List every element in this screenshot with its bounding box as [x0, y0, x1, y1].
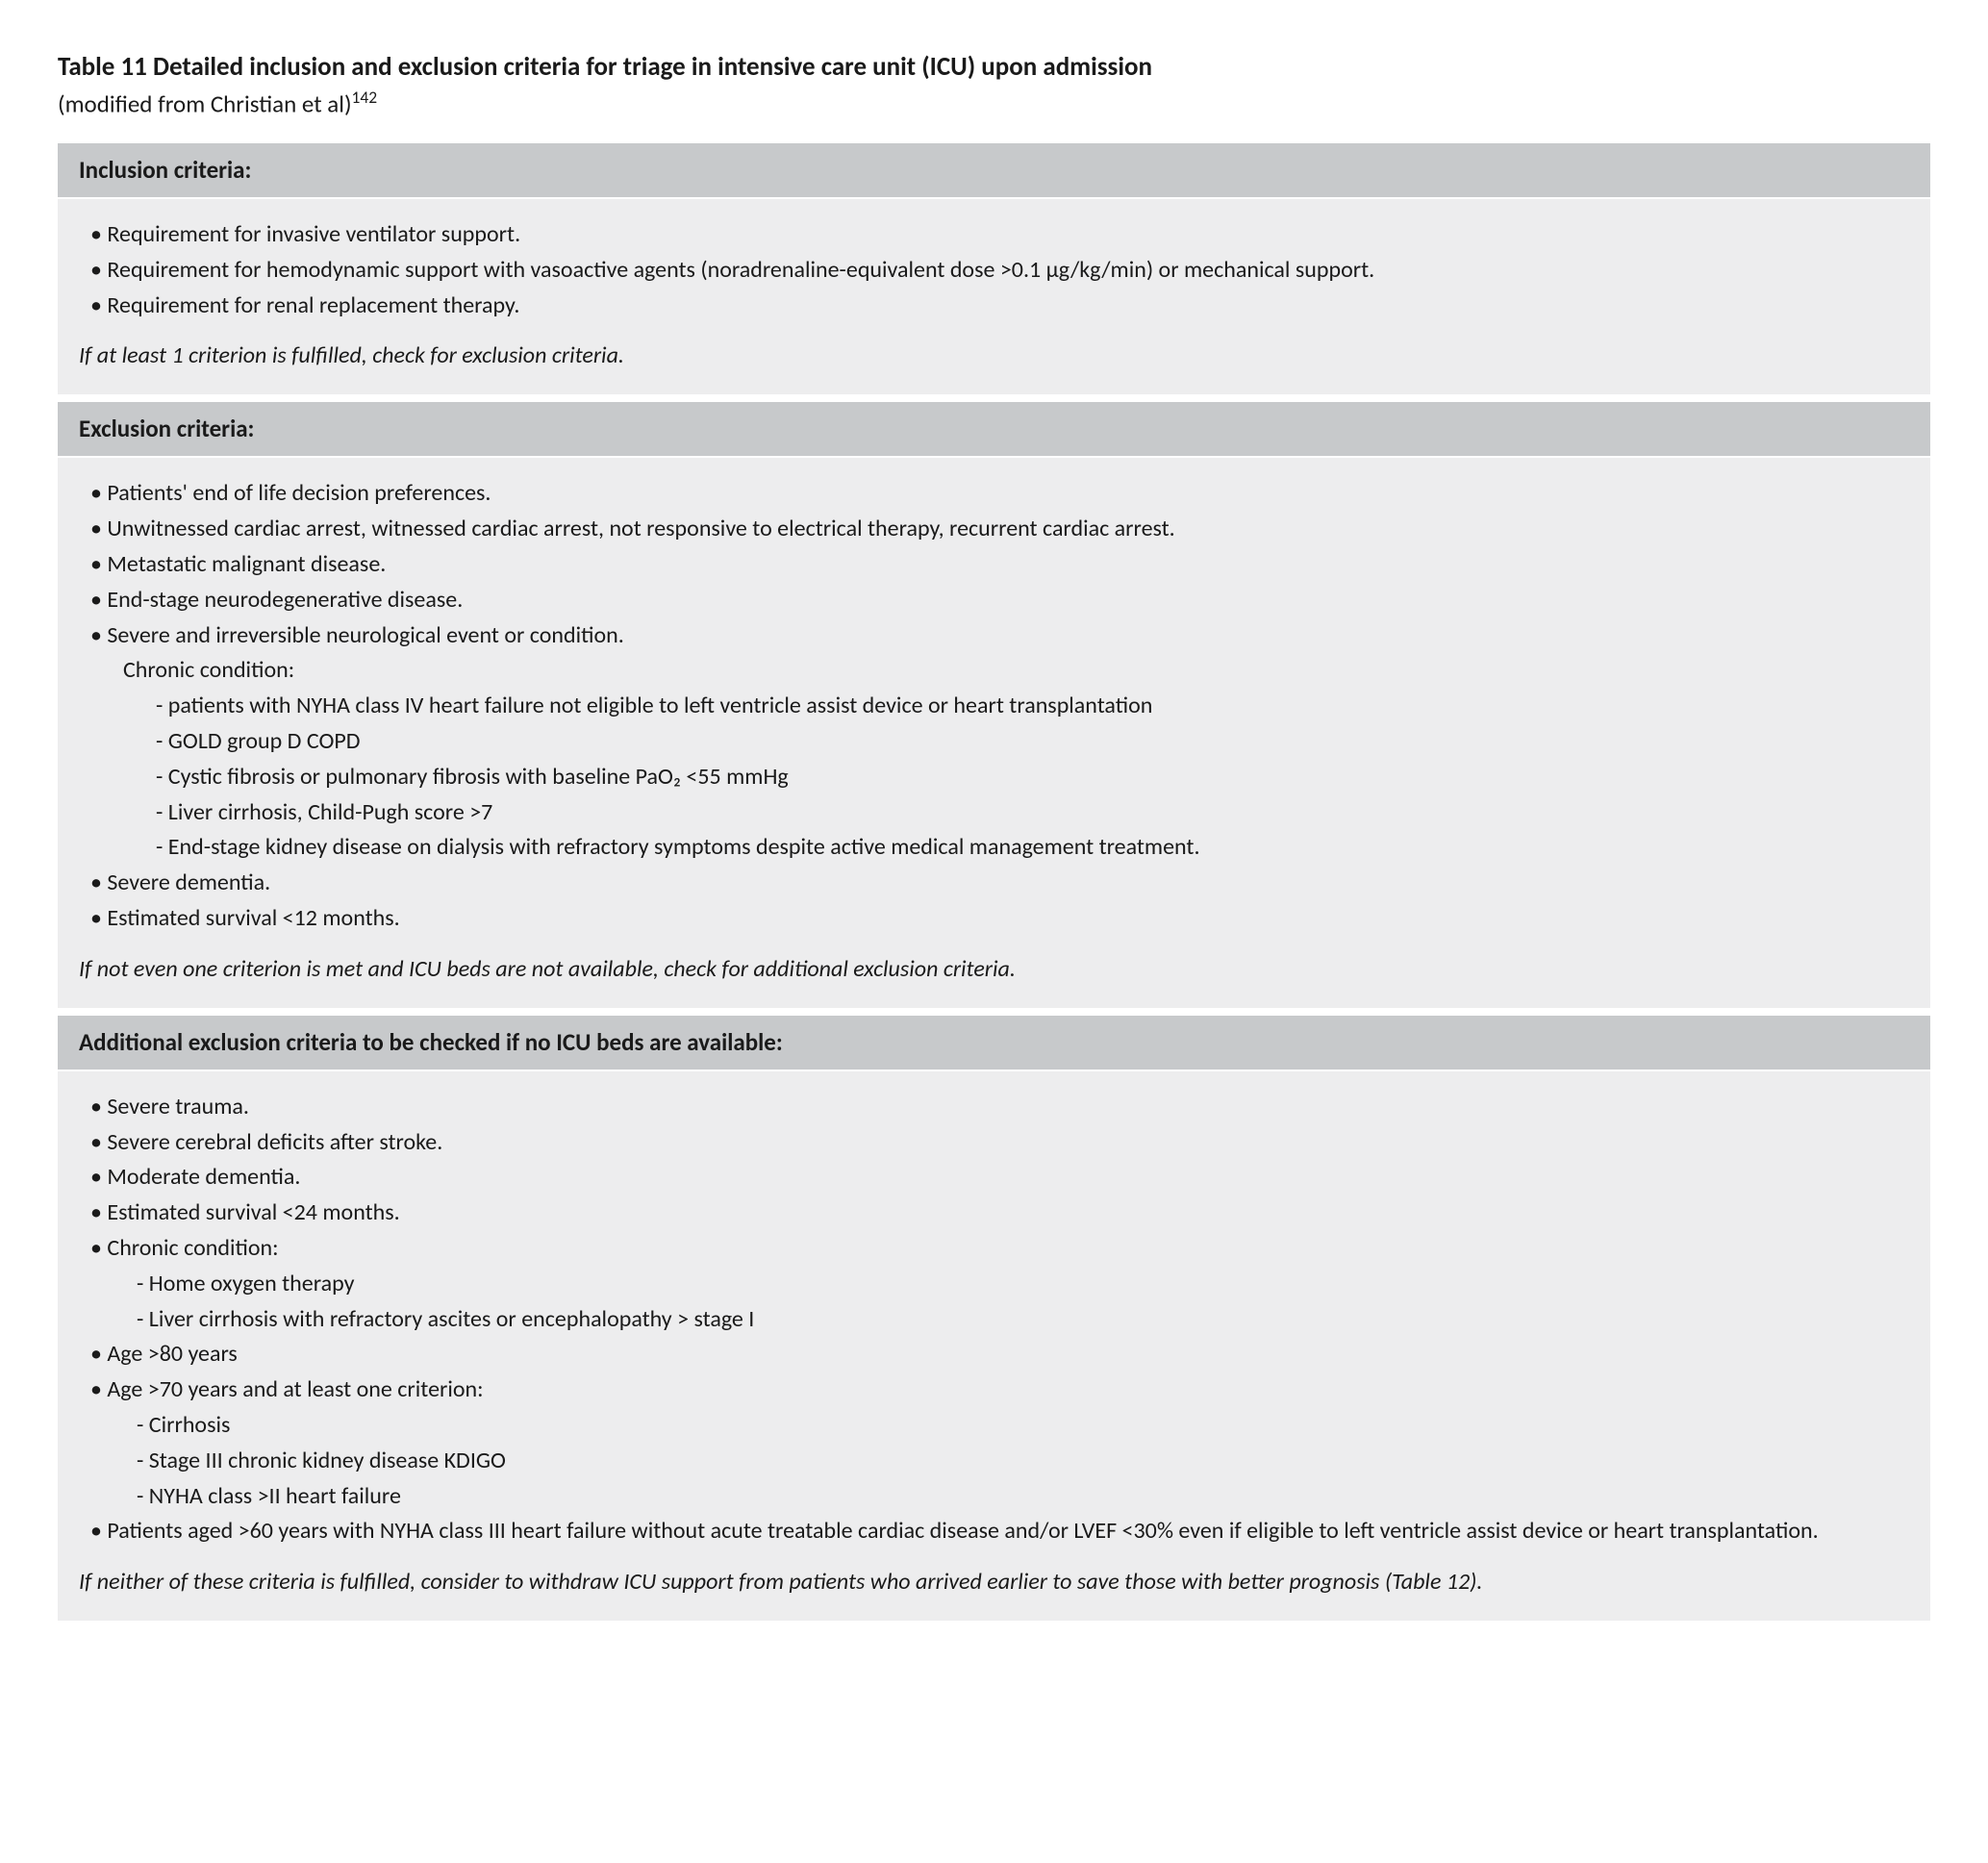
list-item: Home oxygen therapy	[137, 1268, 1909, 1301]
list-item: GOLD group D COPD	[156, 725, 1909, 759]
age70-sublist: Cirrhosis Stage III chronic kidney disea…	[79, 1409, 1909, 1513]
list-item: Age >70 years and at least one criterion…	[90, 1373, 1909, 1407]
list-item: Severe dementia.	[90, 867, 1909, 900]
list-item: Metastatic malignant disease.	[90, 548, 1909, 582]
subtitle-text: (modified from Christian et al)	[58, 88, 352, 118]
chronic-condition-intro: Chronic condition:	[79, 654, 1909, 688]
section-body-exclusion: Patients' end of life decision preferenc…	[58, 458, 1930, 1011]
list-item: Unwitnessed cardiac arrest, witnessed ca…	[90, 513, 1909, 546]
list-item: Patients aged >60 years with NYHA class …	[90, 1515, 1909, 1548]
additional-bullets-3: Patients aged >60 years with NYHA class …	[79, 1515, 1909, 1548]
list-item: Cystic fibrosis or pulmonary fibrosis wi…	[156, 761, 1909, 794]
inclusion-bullets: Requirement for invasive ventilator supp…	[79, 218, 1909, 322]
list-item: Stage III chronic kidney disease KDIGO	[137, 1445, 1909, 1478]
chronic-condition-sublist: patients with NYHA class IV heart failur…	[79, 690, 1909, 865]
exclusion-bullets: Patients' end of life decision preferenc…	[79, 477, 1909, 652]
list-item: Chronic condition:	[90, 1232, 1909, 1266]
chronic-sublist: Home oxygen therapy Liver cirrhosis with…	[79, 1268, 1909, 1337]
list-item: End-stage kidney disease on dialysis wit…	[156, 831, 1909, 865]
list-item: Severe and irreversible neurological eve…	[90, 619, 1909, 653]
list-item: Cirrhosis	[137, 1409, 1909, 1443]
additional-bullets-2: Age >80 years Age >70 years and at least…	[79, 1338, 1909, 1407]
inclusion-note: If at least 1 criterion is fulfilled, ch…	[79, 340, 1909, 373]
list-item: Liver cirrhosis, Child-Pugh score >7	[156, 796, 1909, 830]
list-item: Requirement for invasive ventilator supp…	[90, 218, 1909, 252]
additional-note: If neither of these criteria is fulfille…	[79, 1566, 1909, 1599]
section-header-inclusion: Inclusion criteria:	[58, 139, 1930, 199]
list-item: Estimated survival <24 months.	[90, 1196, 1909, 1230]
list-item: Requirement for renal replacement therap…	[90, 290, 1909, 323]
section-header-additional: Additional exclusion criteria to be chec…	[58, 1012, 1930, 1071]
list-item: End-stage neurodegenerative disease.	[90, 584, 1909, 617]
list-item: Liver cirrhosis with refractory ascites …	[137, 1303, 1909, 1337]
list-item: Severe cerebral deficits after stroke.	[90, 1126, 1909, 1160]
section-header-exclusion: Exclusion criteria:	[58, 398, 1930, 458]
table-title: Table 11 Detailed inclusion and exclusio…	[58, 48, 1930, 86]
table-subtitle: (modified from Christian et al)142	[58, 86, 1930, 122]
list-item: Requirement for hemodynamic support with…	[90, 254, 1909, 288]
subtitle-ref: 142	[352, 87, 378, 108]
exclusion-bullets-after: Severe dementia. Estimated survival <12 …	[79, 867, 1909, 936]
section-body-additional: Severe trauma. Severe cerebral deficits …	[58, 1071, 1930, 1624]
title-block: Table 11 Detailed inclusion and exclusio…	[58, 48, 1930, 122]
list-item: Estimated survival <12 months.	[90, 902, 1909, 936]
list-item: Patients' end of life decision preferenc…	[90, 477, 1909, 511]
list-item: Moderate dementia.	[90, 1161, 1909, 1195]
list-item: Age >80 years	[90, 1338, 1909, 1372]
list-item: patients with NYHA class IV heart failur…	[156, 690, 1909, 723]
additional-bullets: Severe trauma. Severe cerebral deficits …	[79, 1091, 1909, 1266]
list-item: NYHA class >II heart failure	[137, 1480, 1909, 1514]
table-container: Table 11 Detailed inclusion and exclusio…	[58, 48, 1930, 1624]
exclusion-note: If not even one criterion is met and ICU…	[79, 953, 1909, 987]
list-item: Severe trauma.	[90, 1091, 1909, 1124]
section-body-inclusion: Requirement for invasive ventilator supp…	[58, 199, 1930, 398]
